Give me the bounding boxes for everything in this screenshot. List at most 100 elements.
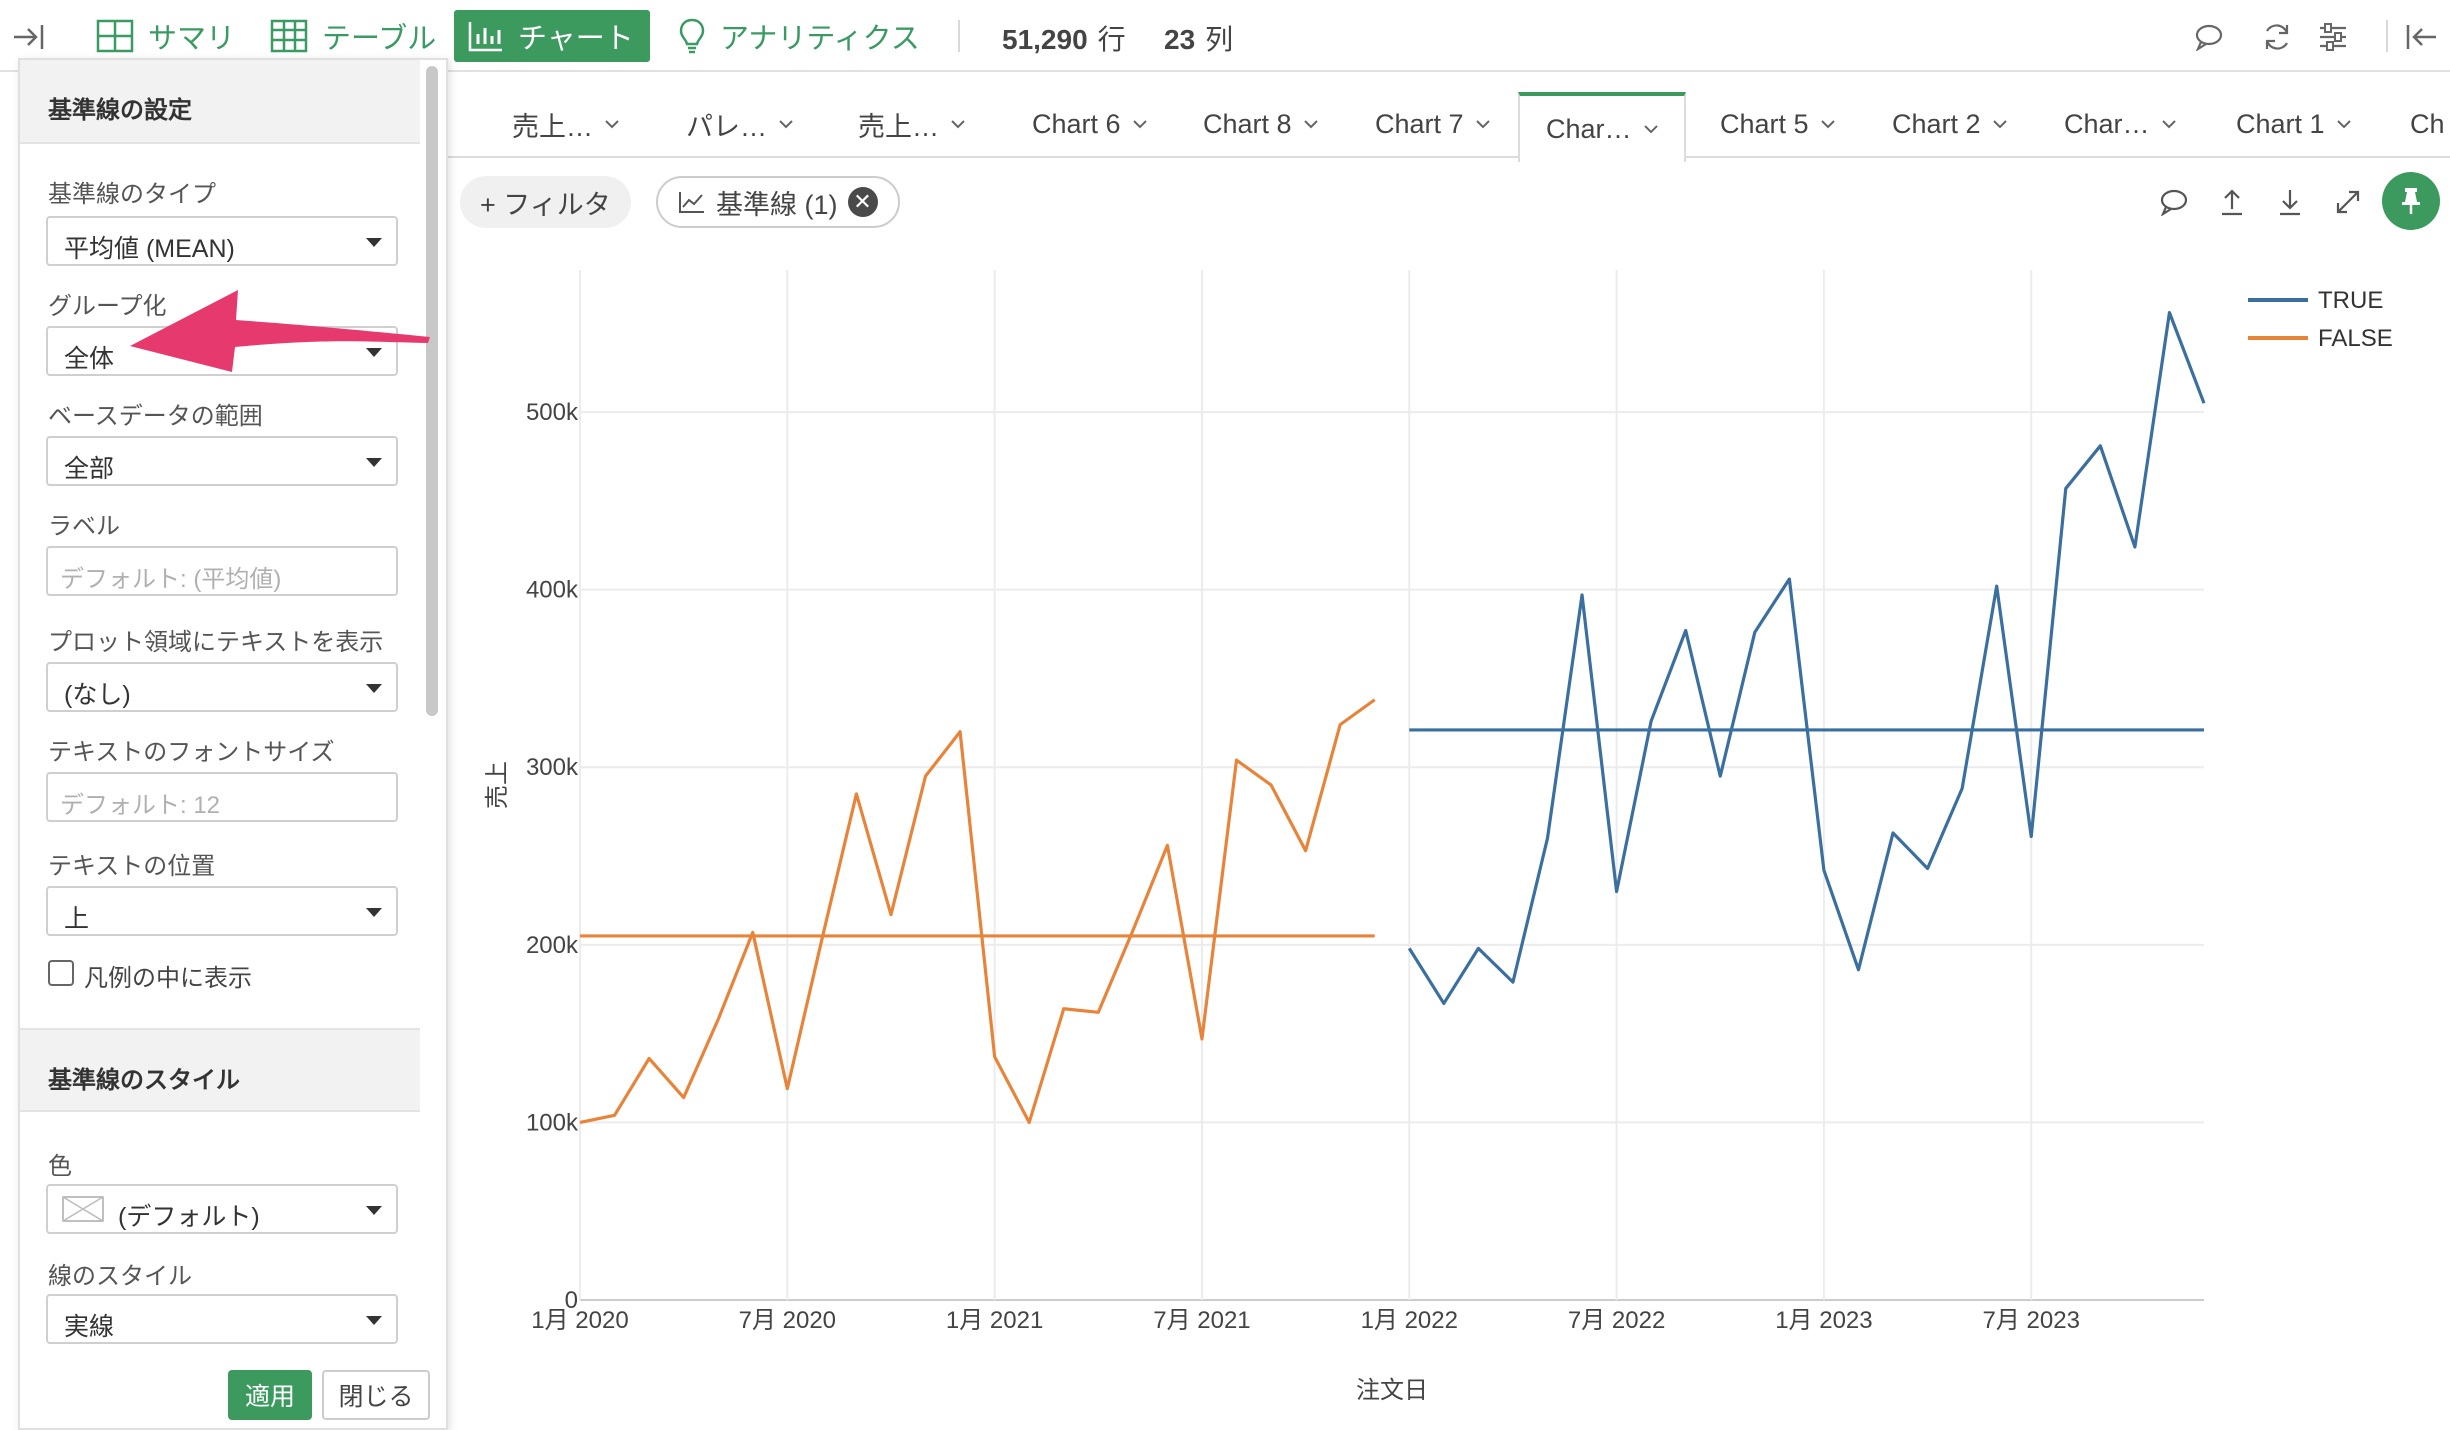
tab-label: Chart 6 xyxy=(1032,108,1121,139)
collapse-right-panel-icon[interactable] xyxy=(2404,20,2438,54)
tab-label: Chart 1 xyxy=(2236,108,2325,139)
apply-button[interactable]: 適用 xyxy=(228,1370,312,1420)
reference-line-chip[interactable]: 基準線 (1) ✕ xyxy=(656,176,900,228)
line-style-label: 線のスタイル xyxy=(48,1263,192,1290)
tab-label: Char… xyxy=(2064,108,2150,139)
comment-icon[interactable] xyxy=(2192,20,2226,54)
panel-section-title: 基準線の設定 xyxy=(20,60,420,144)
x-tick-label: 1月 2021 xyxy=(946,1307,1043,1334)
chevron-down-icon xyxy=(1992,120,2007,129)
caret-down-icon xyxy=(366,908,382,917)
text-position-label: テキストの位置 xyxy=(48,853,216,880)
tab-label: パレ… xyxy=(686,111,767,142)
caret-down-icon xyxy=(366,684,382,693)
panel-scrollbar[interactable] xyxy=(426,66,438,716)
reference-line-chip-label: 基準線 (1) xyxy=(716,189,838,220)
x-tick-label: 1月 2022 xyxy=(1361,1307,1458,1334)
chevron-down-icon xyxy=(605,120,619,129)
toolbar-divider xyxy=(958,20,960,52)
line-type-label: 基準線のタイプ xyxy=(48,181,216,208)
grouping-value: 全体 xyxy=(64,345,115,373)
caret-down-icon xyxy=(366,238,382,247)
table-grid-icon xyxy=(96,19,134,53)
caret-down-icon xyxy=(366,348,382,357)
caret-down-icon xyxy=(366,1206,382,1215)
chevron-down-icon xyxy=(1475,120,1490,129)
analytics-tab[interactable]: アナリティクス xyxy=(664,10,934,62)
font-size-input[interactable]: デフォルト: 12 xyxy=(46,772,398,822)
expand-icon[interactable] xyxy=(2330,184,2366,220)
comment-icon[interactable] xyxy=(2156,184,2192,220)
tab-label: Char… xyxy=(1546,113,1632,144)
x-axis-title: 注文日 xyxy=(1356,1377,1428,1404)
chart-tab-4[interactable]: Chart 6 xyxy=(1032,90,1147,158)
row-count-value: 51,290 xyxy=(1002,24,1088,55)
table-icon xyxy=(270,19,308,53)
summary-tab-label: サマリ xyxy=(148,23,236,55)
chart-tab-3[interactable]: 売上… xyxy=(858,90,965,158)
chart-tab-6[interactable]: Chart 7 xyxy=(1375,90,1490,158)
upload-icon[interactable] xyxy=(2214,184,2250,220)
tab-label: Chart 8 xyxy=(1203,108,1292,139)
close-icon[interactable]: ✕ xyxy=(847,187,878,217)
table-tab[interactable]: テーブル xyxy=(256,10,450,62)
y-tick-label: 300k xyxy=(526,754,579,781)
caret-down-icon xyxy=(366,1316,382,1325)
data-range-select[interactable]: 全部 xyxy=(46,436,398,486)
settings-sliders-icon[interactable] xyxy=(2316,20,2350,54)
chart-tab-10[interactable]: Char… xyxy=(2064,90,2176,158)
chevron-down-icon xyxy=(1303,120,1318,129)
chart-tab-12[interactable]: Ch xyxy=(2410,90,2445,158)
chart-tab-8[interactable]: Chart 5 xyxy=(1720,90,1835,158)
pin-button[interactable] xyxy=(2382,172,2440,230)
show-in-legend-label: 凡例の中に表示 xyxy=(84,965,252,992)
line-style-select[interactable]: 実線 xyxy=(46,1294,398,1344)
close-button[interactable]: 閉じる xyxy=(322,1370,430,1420)
chevron-down-icon xyxy=(2161,120,2176,129)
add-filter-button[interactable]: + フィルタ xyxy=(460,176,631,228)
chart-tab-2[interactable]: パレ… xyxy=(686,90,793,158)
label-input-placeholder: デフォルト: (平均値) xyxy=(60,566,282,593)
tab-label: Chart 5 xyxy=(1720,108,1809,139)
line-type-value: 平均値 (MEAN) xyxy=(64,235,235,263)
analytics-tab-label: アナリティクス xyxy=(720,23,920,55)
text-position-select[interactable]: 上 xyxy=(46,886,398,936)
chart-tab[interactable]: チャート xyxy=(454,10,650,62)
chart-tab-label: チャート xyxy=(518,23,634,55)
font-size-label: テキストのフォントサイズ xyxy=(48,739,335,766)
row-count: 51,290 行 xyxy=(1002,18,1126,58)
label-input[interactable]: デフォルト: (平均値) xyxy=(46,546,398,596)
plot-text-label: プロット領域にテキストを表示 xyxy=(48,629,384,656)
line-type-select[interactable]: 平均値 (MEAN) xyxy=(46,216,398,266)
chart-tab-5[interactable]: Chart 8 xyxy=(1203,90,1318,158)
tab-label: 売上… xyxy=(858,111,939,142)
refresh-icon[interactable] xyxy=(2260,20,2294,54)
chart-tab-9[interactable]: Chart 2 xyxy=(1892,90,2007,158)
x-tick-label: 7月 2023 xyxy=(1983,1307,2080,1334)
grouping-label: グループ化 xyxy=(48,293,167,320)
pin-icon xyxy=(2402,188,2420,214)
bar-chart-icon xyxy=(468,22,502,52)
chevron-down-icon xyxy=(951,120,965,129)
top-toolbar: サマリ テーブル チャート アナリティクス 51,290 行 23 列 xyxy=(0,0,2450,72)
y-axis-title: 売上 xyxy=(484,761,511,809)
chart-tab-7-active[interactable]: Char… xyxy=(1518,92,1686,162)
x-tick-label: 7月 2022 xyxy=(1568,1307,1665,1334)
collapse-left-panel-icon[interactable] xyxy=(12,20,46,54)
tab-label: Chart 7 xyxy=(1375,108,1464,139)
color-label: 色 xyxy=(48,1153,72,1180)
download-icon[interactable] xyxy=(2272,184,2308,220)
chevron-down-icon xyxy=(1132,120,1147,129)
show-in-legend-checkbox[interactable] xyxy=(48,960,74,986)
column-count-value: 23 xyxy=(1164,24,1196,55)
color-select[interactable]: (デフォルト) xyxy=(46,1184,398,1234)
plot-text-select[interactable]: (なし) xyxy=(46,662,398,712)
chevron-down-icon xyxy=(779,120,793,129)
summary-tab[interactable]: サマリ xyxy=(82,10,249,62)
chart-tab-strip xyxy=(440,90,2450,158)
chart-tab-11[interactable]: Chart 1 xyxy=(2236,90,2351,158)
toolbar-divider-right xyxy=(2386,20,2388,52)
tab-label: 売上… xyxy=(512,111,593,142)
chart-tab-1[interactable]: 売上… xyxy=(512,90,619,158)
